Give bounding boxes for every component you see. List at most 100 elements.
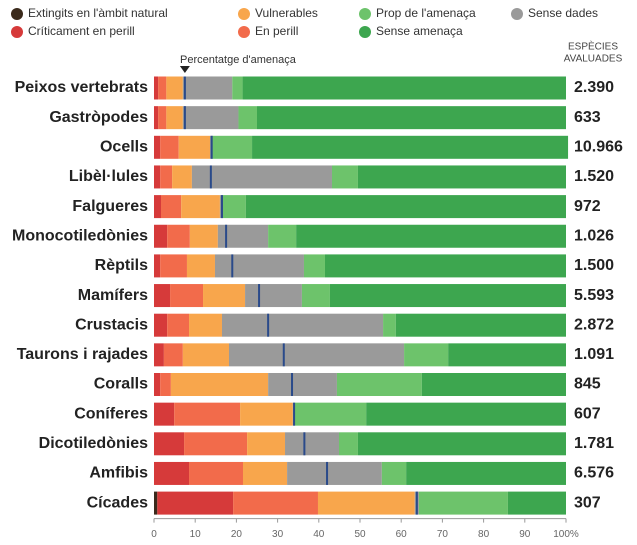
assessed-count: 307 xyxy=(574,494,601,511)
legend-label: Sense amenaça xyxy=(376,24,463,38)
category-label: Ocells xyxy=(100,139,148,156)
category-label: Crustacis xyxy=(75,316,148,333)
bar-segment xyxy=(336,373,422,396)
bar-segment xyxy=(186,254,215,278)
bar-segment xyxy=(182,76,233,100)
assessed-count: 5.593 xyxy=(574,287,614,304)
legend-swatch xyxy=(238,26,250,38)
assessed-count: 607 xyxy=(574,405,601,422)
bar-segment xyxy=(232,76,243,100)
category-label: Dicotiledònies xyxy=(39,435,148,452)
bar-segment xyxy=(154,461,190,485)
bar-segment xyxy=(154,195,162,219)
legend-swatch xyxy=(359,26,371,38)
bar-segment xyxy=(157,491,234,515)
bar-segment xyxy=(160,135,179,159)
assessed-count: 633 xyxy=(574,109,601,126)
legend-label: Críticament en perill xyxy=(28,24,135,38)
bar-segment xyxy=(268,373,337,396)
assessed-count: 1.091 xyxy=(574,346,614,363)
bar-segment xyxy=(404,343,449,367)
bar-segment xyxy=(268,224,297,248)
legend-swatch xyxy=(11,8,23,20)
bar-segment xyxy=(329,284,566,308)
assessed-count: 845 xyxy=(574,376,601,393)
bar-segment xyxy=(182,106,239,130)
bar-segment xyxy=(217,224,269,248)
bar-segment xyxy=(285,432,339,456)
bar-segment xyxy=(154,135,161,159)
bar-segment xyxy=(154,284,171,308)
threat-label: Percentatge d'amenaça xyxy=(180,54,297,66)
bar-segment xyxy=(172,165,192,189)
bar-segment xyxy=(212,135,253,159)
x-tick-label: 40 xyxy=(313,529,325,540)
bar-segment xyxy=(238,106,257,130)
bar-segment xyxy=(178,135,211,159)
bar-segment xyxy=(245,284,302,308)
bar-segment xyxy=(381,461,407,485)
bar-segment xyxy=(182,343,229,367)
bar-segment xyxy=(170,373,269,396)
bar-segment xyxy=(240,402,293,426)
category-label: Cícades xyxy=(87,494,148,511)
bar-segment xyxy=(296,224,566,248)
x-tick-label: 20 xyxy=(231,529,243,540)
bar-segment xyxy=(154,373,161,396)
header: AVALUADES xyxy=(564,54,623,65)
legend-label: Prop de l'amenaça xyxy=(376,6,476,20)
assessed-count: 2.872 xyxy=(574,316,614,333)
x-tick-label: 100% xyxy=(553,529,579,540)
bar-segment xyxy=(242,76,566,100)
bar-segment xyxy=(507,491,566,515)
bar-segment xyxy=(324,254,566,278)
header: ESPÈCIES xyxy=(568,40,618,53)
bar-segment xyxy=(174,402,241,426)
bar-segment xyxy=(154,76,159,100)
x-tick-label: 50 xyxy=(354,529,366,540)
bar-segment xyxy=(154,432,185,456)
assessed-count: 2.390 xyxy=(574,79,614,96)
bar-segment xyxy=(160,254,187,278)
bar-segment xyxy=(242,461,288,485)
assessed-count: 1.520 xyxy=(574,168,614,185)
legend-label: Vulnerables xyxy=(255,6,318,20)
bar-segment xyxy=(203,284,246,308)
assessed-count: 10.966 xyxy=(574,139,623,156)
category-label: Coníferes xyxy=(74,405,148,422)
category-label: Taurons i rajades xyxy=(17,346,148,363)
x-tick-label: 0 xyxy=(151,529,157,540)
x-tick-label: 90 xyxy=(519,529,531,540)
bar-segment xyxy=(154,313,168,337)
bar-segment xyxy=(287,461,382,485)
x-tick-label: 10 xyxy=(190,529,202,540)
bar-segment xyxy=(221,313,384,337)
bar-segment xyxy=(245,195,566,219)
legend-swatch xyxy=(511,8,523,20)
legend-swatch xyxy=(238,8,250,20)
bar-segment xyxy=(160,165,173,189)
bar-segment xyxy=(366,402,566,426)
bar-segment xyxy=(247,432,286,456)
x-tick-label: 80 xyxy=(478,529,490,540)
bar-segment xyxy=(303,254,325,278)
legend-label: Extingits en l'àmbit natural xyxy=(28,6,168,20)
bar-segment xyxy=(338,432,358,456)
bar-segment xyxy=(154,224,168,248)
bar-segment xyxy=(166,106,183,130)
bar-segment xyxy=(166,76,183,100)
bar-segment xyxy=(395,313,566,337)
bar-segment xyxy=(383,313,396,337)
bar-segment xyxy=(154,491,158,515)
bar-segment xyxy=(221,195,246,219)
bar-segment xyxy=(214,254,304,278)
category-label: Gastròpodes xyxy=(49,109,148,126)
category-label: Falgueres xyxy=(72,198,148,215)
bar-segment xyxy=(252,135,569,159)
category-label: Monocotiledònies xyxy=(12,227,148,244)
bar-segment xyxy=(167,313,190,337)
x-tick-label: 70 xyxy=(437,529,449,540)
assessed-count: 1.781 xyxy=(574,435,614,452)
category-label: Amfibis xyxy=(89,465,148,482)
legend-label: Sense dades xyxy=(528,6,598,20)
